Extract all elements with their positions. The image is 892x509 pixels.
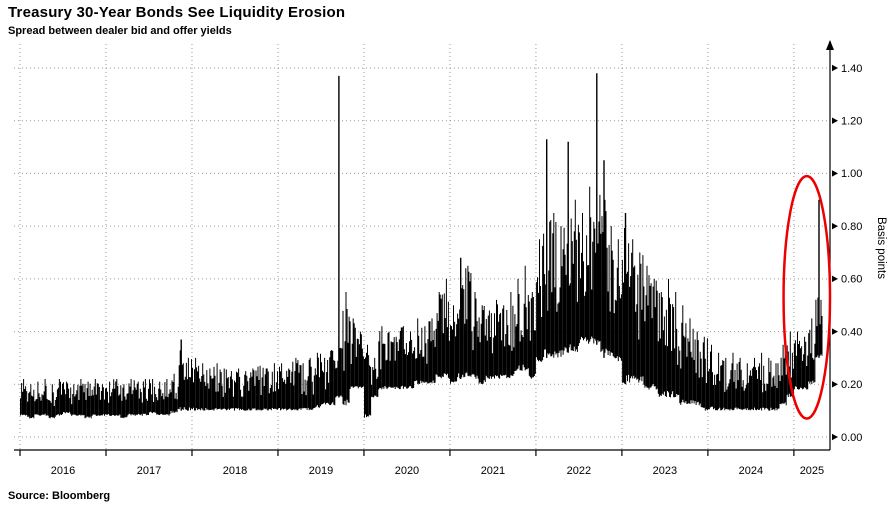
y-tick-arrow-icon [832,328,838,335]
y-tick-arrow-icon [832,64,838,72]
spread-series [20,186,823,419]
y-tick-label: 0.60 [841,274,862,286]
y-tick-arrow-icon [832,275,838,283]
y-tick-arrow-icon [832,433,838,441]
y-tick-label: 0.80 [841,221,862,233]
y-tick-arrow-icon [832,222,838,230]
y-tick-label: 0.20 [841,379,862,391]
highlight-ellipse-annotation [782,174,832,420]
y-tick-label: 0.40 [841,326,862,338]
x-tick-label: 2017 [137,465,161,477]
x-tick-label: 2025 [800,465,824,477]
axes [14,41,831,456]
y-tick-label: 1.40 [841,63,862,75]
x-tick-label: 2019 [309,465,333,477]
x-tick-label: 2020 [395,465,419,477]
x-tick-label: 2022 [567,465,591,477]
chart-subtitle: Spread between dealer bid and offer yiel… [8,25,232,37]
y-tick-arrow-icon [832,381,838,388]
y-tick-arrow-icon [832,170,838,177]
chart-title: Treasury 30-Year Bonds See Liquidity Ero… [8,4,346,21]
x-tick-label: 2021 [481,465,505,477]
y-tick-arrow-icon [832,117,838,124]
x-tick-label: 2016 [51,465,75,477]
y-tick-label: 1.00 [841,168,862,180]
x-axis-labels: 2016 2017 2018 2019 2020 2021 2022 2023 2024 2025 [51,465,824,477]
y-tick-label: 0.00 [841,432,862,444]
y-axis-labels: 0.00 0.20 0.40 0.60 0.80 1.00 1.20 1.40 [832,63,862,444]
x-tick-label: 2023 [653,465,677,477]
spike-lines [180,73,820,411]
y-tick-label: 1.20 [841,116,862,128]
y-axis-arrow-icon [826,40,834,50]
x-tick-label: 2024 [739,465,763,477]
y-axis-title: Basis points [875,217,887,279]
x-tick-label: 2018 [223,465,247,477]
source-label: Source: Bloomberg [8,490,111,502]
